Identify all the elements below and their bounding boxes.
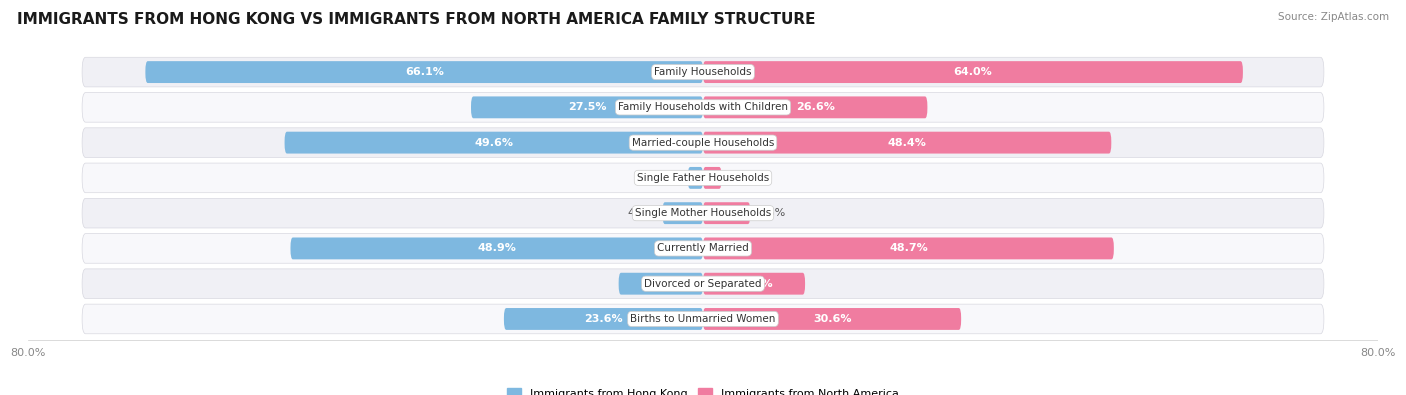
Text: 26.6%: 26.6% [796,102,835,112]
FancyBboxPatch shape [703,96,928,118]
Text: Single Father Households: Single Father Households [637,173,769,183]
FancyBboxPatch shape [703,132,1111,154]
Text: 12.1%: 12.1% [735,279,773,289]
Text: Family Households with Children: Family Households with Children [619,102,787,112]
FancyBboxPatch shape [82,198,1324,228]
FancyBboxPatch shape [82,269,1324,299]
Legend: Immigrants from Hong Kong, Immigrants from North America: Immigrants from Hong Kong, Immigrants fr… [503,384,903,395]
FancyBboxPatch shape [284,132,703,154]
Text: 48.4%: 48.4% [887,137,927,148]
FancyBboxPatch shape [503,308,703,330]
Text: 48.7%: 48.7% [889,243,928,254]
FancyBboxPatch shape [82,57,1324,87]
Text: 4.8%: 4.8% [627,208,655,218]
FancyBboxPatch shape [145,61,703,83]
Text: 64.0%: 64.0% [953,67,993,77]
Text: Currently Married: Currently Married [657,243,749,254]
FancyBboxPatch shape [703,237,1114,260]
Text: Births to Unmarried Women: Births to Unmarried Women [630,314,776,324]
Text: Family Households: Family Households [654,67,752,77]
Text: Single Mother Households: Single Mother Households [636,208,770,218]
Text: 1.8%: 1.8% [652,173,681,183]
FancyBboxPatch shape [703,308,962,330]
FancyBboxPatch shape [662,202,703,224]
Text: 10.0%: 10.0% [641,279,681,289]
Text: 5.6%: 5.6% [756,208,785,218]
Text: Divorced or Separated: Divorced or Separated [644,279,762,289]
Text: 49.6%: 49.6% [474,137,513,148]
FancyBboxPatch shape [703,61,1243,83]
Text: Source: ZipAtlas.com: Source: ZipAtlas.com [1278,12,1389,22]
FancyBboxPatch shape [619,273,703,295]
Text: IMMIGRANTS FROM HONG KONG VS IMMIGRANTS FROM NORTH AMERICA FAMILY STRUCTURE: IMMIGRANTS FROM HONG KONG VS IMMIGRANTS … [17,12,815,27]
FancyBboxPatch shape [688,167,703,189]
Text: 27.5%: 27.5% [568,102,606,112]
FancyBboxPatch shape [82,233,1324,263]
FancyBboxPatch shape [703,202,751,224]
Text: 30.6%: 30.6% [813,314,851,324]
Text: 2.2%: 2.2% [728,173,756,183]
Text: Married-couple Households: Married-couple Households [631,137,775,148]
FancyBboxPatch shape [291,237,703,260]
FancyBboxPatch shape [471,96,703,118]
FancyBboxPatch shape [82,128,1324,158]
FancyBboxPatch shape [82,163,1324,193]
FancyBboxPatch shape [703,273,806,295]
Text: 66.1%: 66.1% [405,67,444,77]
Text: 23.6%: 23.6% [583,314,623,324]
FancyBboxPatch shape [82,304,1324,334]
FancyBboxPatch shape [82,92,1324,122]
FancyBboxPatch shape [703,167,721,189]
Text: 48.9%: 48.9% [477,243,516,254]
